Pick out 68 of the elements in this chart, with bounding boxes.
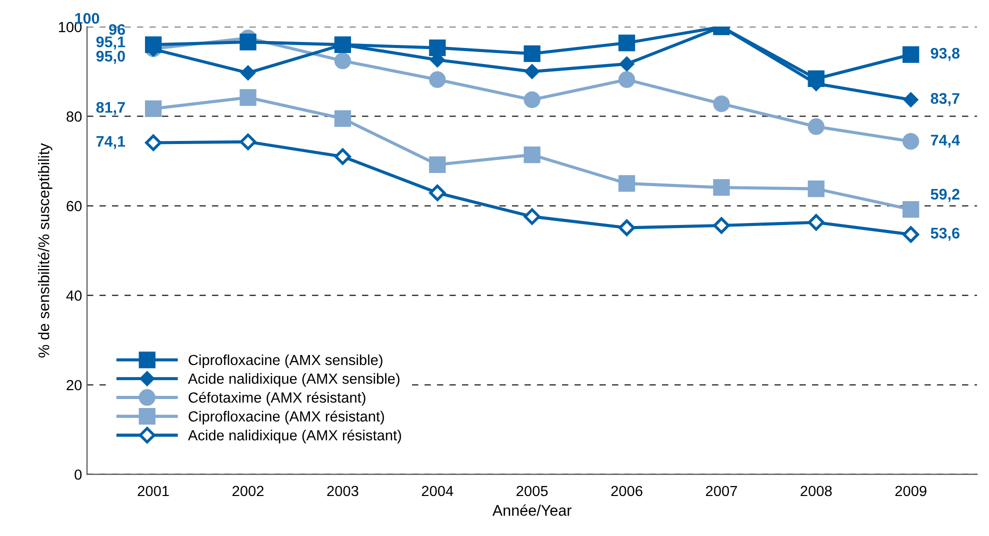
point	[713, 217, 730, 234]
point	[902, 201, 920, 218]
y-tick-label: 80	[66, 111, 82, 122]
point	[334, 52, 352, 70]
y-axis-title: % de sensibilité/% susceptibility	[38, 143, 52, 358]
point	[524, 45, 540, 62]
x-tick-label: 2004	[422, 486, 454, 496]
data-label: 96	[109, 24, 125, 35]
point	[808, 70, 824, 88]
point	[144, 36, 162, 54]
data-label: 81,7	[96, 102, 125, 116]
y-tick-label: 20	[66, 380, 82, 390]
point	[618, 71, 636, 88]
legend-label: Ciprofloxacine (AMX sensible)	[188, 354, 382, 368]
point	[903, 92, 918, 108]
x-tick-label: 2006	[611, 486, 642, 496]
point	[524, 146, 540, 164]
point	[429, 184, 446, 202]
point	[808, 214, 824, 231]
point	[334, 110, 352, 127]
point	[145, 134, 162, 151]
point	[618, 219, 636, 236]
point	[902, 226, 920, 243]
x-tick-label: 2008	[800, 486, 832, 496]
text: 100	[75, 12, 100, 24]
x-axis-title: Année/Year	[492, 504, 572, 516]
x-tick-label: 2007	[706, 486, 737, 496]
legend-label: Ciprofloxacine (AMX résistant)	[188, 410, 384, 424]
point	[144, 100, 162, 118]
x-tick-label: 2009	[895, 486, 926, 496]
x-tick-label: 2005	[516, 486, 548, 496]
point	[524, 208, 540, 225]
point	[713, 95, 730, 112]
point	[240, 34, 256, 50]
y-tick-label: 60	[66, 200, 82, 212]
point	[429, 40, 446, 56]
point	[524, 64, 540, 80]
point	[902, 133, 920, 150]
legend-label: Céfotaxime (AMX résistant)	[188, 392, 366, 406]
point	[808, 118, 824, 135]
data-label: 53,6	[930, 228, 960, 241]
point	[902, 46, 920, 63]
data-label: 74,1	[96, 136, 126, 150]
point	[429, 156, 446, 173]
y-tick-label: 40	[66, 290, 82, 301]
data-label: 93,8	[930, 48, 960, 61]
x-tick-label: 2002	[232, 486, 264, 496]
data-label: 95,0	[96, 50, 125, 64]
point	[240, 134, 256, 150]
y-tick-label: 0	[74, 469, 82, 480]
point	[618, 34, 636, 52]
legend-label: Acide nalidixique (AMX résistant)	[188, 430, 402, 444]
x-tick-label: 2003	[327, 486, 358, 496]
point	[240, 89, 256, 106]
data-label: 83,7	[930, 93, 960, 106]
data-label: 74,4	[930, 134, 960, 148]
point	[240, 65, 256, 80]
point	[713, 179, 730, 196]
point	[524, 91, 540, 108]
data-label: 59,2	[930, 188, 960, 202]
point	[618, 175, 636, 192]
point	[334, 148, 351, 165]
data-label: 95,1	[96, 36, 126, 50]
point	[619, 56, 634, 72]
x-tick-label: 2001	[138, 486, 169, 496]
legend-label: Acide nalidixique (AMX sensible)	[188, 373, 400, 387]
point	[808, 180, 824, 198]
point	[429, 71, 446, 88]
